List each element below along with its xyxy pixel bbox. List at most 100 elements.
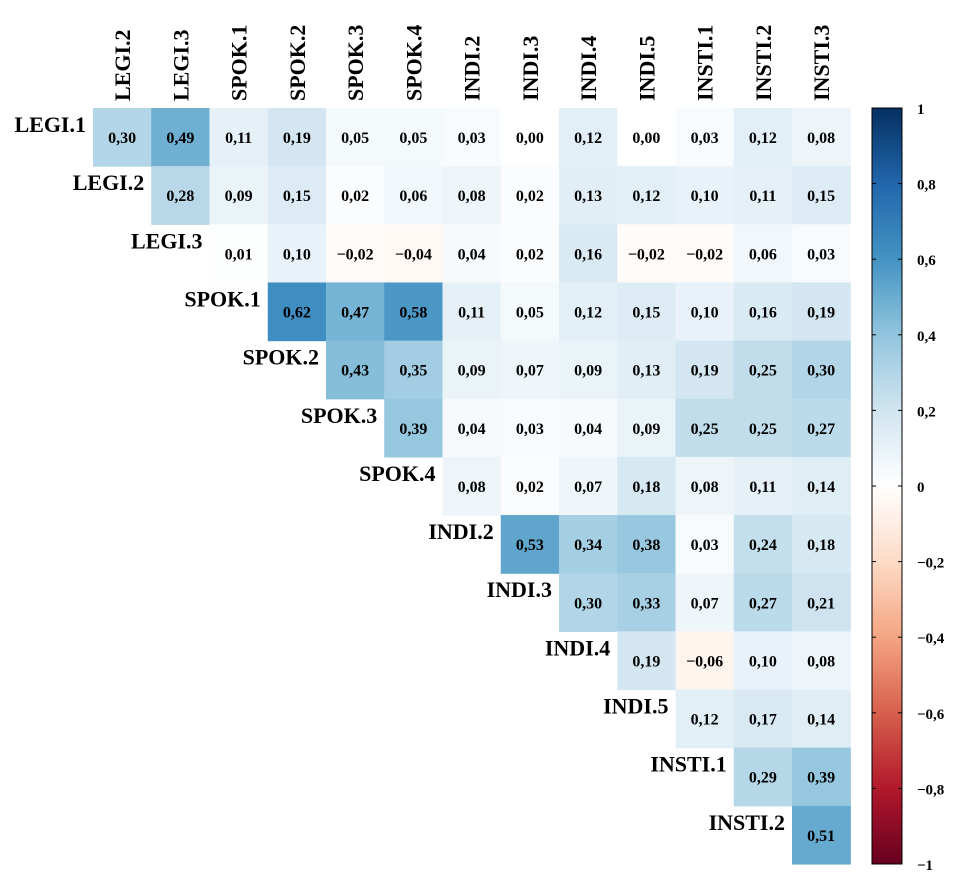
heatmap-cell: [559, 456, 618, 516]
heatmap-cell: [733, 631, 793, 691]
cell-value-label: 0,18: [807, 537, 835, 554]
row-label: INSTI.2: [709, 810, 785, 835]
heatmap-cell: [326, 108, 385, 167]
heatmap-cell: [559, 398, 618, 458]
cell-value-label: 0,25: [749, 421, 777, 438]
cell-value-label: 0,00: [632, 130, 660, 147]
heatmap-cell: [792, 805, 851, 865]
cell-value-label: 0,62: [283, 305, 311, 322]
row-label: SPOK.4: [359, 461, 435, 486]
heatmap-cell: [442, 224, 502, 284]
heatmap-cell: [792, 340, 851, 400]
heatmap-cell: [442, 108, 502, 167]
heatmap-cell: [733, 747, 793, 807]
row-label: SPOK.3: [301, 403, 377, 428]
heatmap-cell: [675, 398, 735, 458]
heatmap-cell: [792, 456, 851, 516]
cell-value-label: 0,02: [516, 246, 544, 263]
heatmap-cells: [93, 108, 851, 865]
column-label: INSTI.3: [809, 25, 834, 101]
cell-value-label: 0,19: [283, 130, 311, 147]
heatmap-cell: [675, 108, 735, 167]
heatmap-cell: [617, 108, 677, 167]
cell-value-label: 0,12: [574, 130, 602, 147]
cell-value-label: 0,51: [807, 828, 835, 845]
cell-value-label: 0,04: [458, 421, 486, 438]
heatmap-cell: [151, 166, 211, 225]
row-label: INDI.2: [428, 519, 493, 544]
row-label: INDI.5: [603, 694, 668, 719]
heatmap-cell: [209, 108, 269, 167]
heatmap-cell: [792, 224, 851, 284]
heatmap-cell: [559, 340, 618, 400]
heatmap-cell: [675, 631, 735, 691]
heatmap-cell: [733, 224, 793, 284]
heatmap-cell: [559, 166, 618, 225]
cell-value-label: 0,39: [399, 421, 427, 438]
cell-value-label: 0,05: [516, 305, 544, 322]
cell-value-label: 0,12: [574, 305, 602, 322]
cell-value-label: 0,13: [574, 188, 602, 205]
cell-value-label: 0,00: [516, 130, 544, 147]
heatmap-cell: [384, 224, 444, 284]
cell-value-label: 0,09: [458, 363, 486, 380]
heatmap-cell: [559, 108, 618, 167]
cell-value-label: 0,16: [574, 246, 602, 263]
column-label: INDI.4: [576, 36, 601, 101]
column-label: SPOK.3: [343, 25, 368, 101]
cell-value-label: 0,16: [749, 305, 777, 322]
heatmap-cell: [792, 282, 851, 342]
heatmap-cell: [559, 573, 618, 632]
cell-value-label: 0,15: [283, 188, 311, 205]
cell-value-label: 0,25: [749, 363, 777, 380]
heatmap-cell: [500, 282, 560, 342]
cell-value-label: 0,03: [691, 130, 719, 147]
cell-value-label: 0,11: [458, 305, 485, 322]
heatmap-cell: [326, 340, 385, 400]
heatmap-value-labels: 0,30 0,49 0,11 0,19 0,05 0,05 0,03 0,00 0,12 0,00…: [108, 130, 835, 845]
heatmap-cell: [442, 456, 502, 516]
cell-value-label: 0,05: [341, 130, 369, 147]
heatmap-cell: [500, 108, 560, 167]
cell-value-label: 0,07: [574, 479, 602, 496]
heatmap-cell: [733, 166, 793, 225]
heatmap-cell: [792, 747, 851, 807]
heatmap-cell: [733, 398, 793, 458]
heatmap-cell: [792, 573, 851, 632]
row-label: LEGI.3: [131, 228, 203, 253]
heatmap-cell: [617, 282, 677, 342]
cell-value-label: 0,03: [458, 130, 486, 147]
heatmap-cell: [326, 224, 385, 284]
cell-value-label: 0,08: [458, 479, 486, 496]
column-labels: LEGI.2 LEGI.3 SPOK.1 SPOK.2 SPOK.3 SPOK.4 INDI…: [110, 25, 834, 101]
cell-value-label: 0,03: [807, 246, 835, 263]
cell-value-label: 0,11: [749, 479, 776, 496]
heatmap-cell: [733, 456, 793, 516]
cell-value-label: 0,18: [632, 479, 660, 496]
colorbar: 1 0,8 0,6 0,4 0,2 0 −0,2 −0,4 −0,6 −0,8 −1: [871, 102, 945, 874]
colorbar-tick-label: 0: [917, 480, 925, 496]
cell-value-label: 0,39: [807, 770, 835, 787]
heatmap-cell: [267, 224, 327, 284]
cell-value-label: 0,12: [632, 188, 660, 205]
column-label: LEGI.2: [110, 29, 135, 101]
cell-value-label: 0,30: [108, 130, 136, 147]
cell-value-label: 0,08: [807, 130, 835, 147]
colorbar-tick-label: −1: [917, 858, 933, 874]
cell-value-label: 0,06: [749, 246, 777, 263]
colorbar-tick-label: −0,2: [917, 556, 944, 572]
heatmap-cell: [617, 456, 677, 516]
cell-value-label: 0,07: [516, 363, 544, 380]
column-label: SPOK.4: [401, 25, 426, 101]
cell-value-label: 0,13: [632, 363, 660, 380]
cell-value-label: 0,28: [166, 188, 194, 205]
colorbar-border: [871, 107, 903, 865]
cell-value-label: 0,07: [691, 595, 719, 612]
cell-value-label: 0,10: [283, 246, 311, 263]
heatmap-cell: [792, 398, 851, 458]
cell-value-label: 0,15: [632, 305, 660, 322]
colorbar-tick-label: −0,8: [917, 782, 944, 798]
heatmap-cell: [151, 108, 211, 167]
cell-value-label: 0,19: [632, 653, 660, 670]
